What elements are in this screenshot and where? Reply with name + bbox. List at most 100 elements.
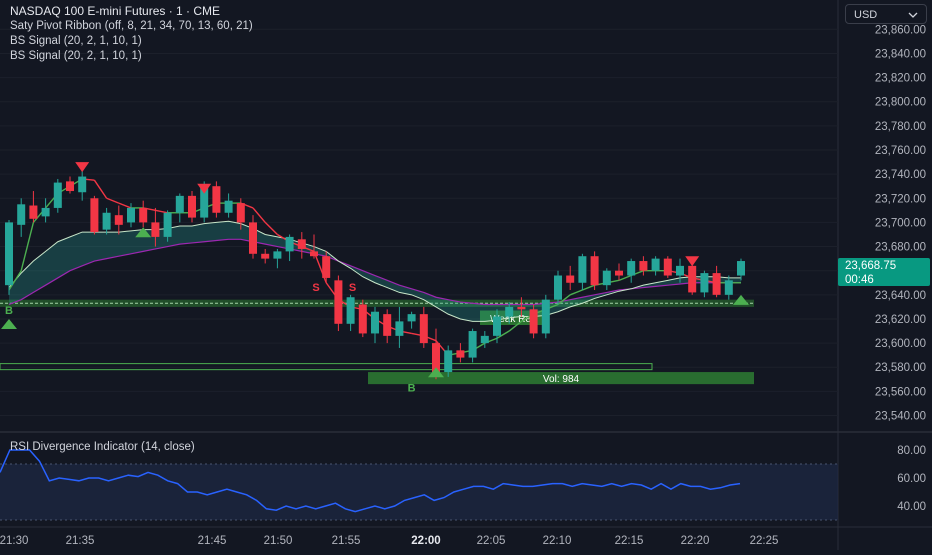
trail-line-segment — [496, 330, 510, 339]
candle-body — [602, 270, 611, 286]
buy-label: B — [408, 382, 416, 394]
candle-body — [517, 306, 526, 310]
weak-res-label: Weak Res — [490, 314, 536, 325]
candle-body — [41, 207, 50, 217]
chevron-down-icon — [908, 12, 918, 18]
candle-body — [163, 212, 172, 237]
currency-label: USD — [854, 9, 878, 21]
candle-body — [78, 176, 87, 193]
candle-body — [224, 200, 233, 213]
candle-body — [590, 256, 599, 286]
rsi-title[interactable]: RSI Divergence Indicator (14, close) — [10, 441, 195, 453]
candle-body — [639, 261, 648, 271]
sell-signal-triangle — [75, 162, 90, 173]
rsi-line — [0, 449, 741, 513]
price-tick-label: 23,540.00 — [875, 411, 926, 423]
price-tick-label: 23,640.00 — [875, 290, 926, 302]
candle-body — [358, 304, 367, 334]
trail-line-segment — [569, 289, 583, 296]
candle-body — [493, 316, 501, 336]
time-tick-label: 21:30 — [0, 535, 28, 547]
rsi-tick-label: 60.00 — [897, 473, 926, 485]
candle-body — [175, 195, 184, 213]
candle-body — [127, 207, 135, 223]
candle-body — [297, 239, 306, 249]
price-tick-label: 23,700.00 — [875, 217, 926, 229]
candle-body — [615, 270, 623, 276]
candle-body — [285, 236, 294, 252]
indicator-pivot-ribbon[interactable]: Saty Pivot Ribbon (off, 8, 21, 34, 70, 1… — [10, 20, 253, 32]
price-tick-label: 23,740.00 — [875, 169, 926, 181]
price-tick-label: 23,780.00 — [875, 121, 926, 133]
candle-body — [90, 198, 99, 233]
candle-body — [444, 350, 453, 373]
last-price: 23,668.75 — [845, 260, 897, 272]
candle-body — [529, 309, 538, 334]
candle-body — [371, 311, 379, 334]
indicator-bs-signal-2[interactable]: BS Signal (20, 2, 1, 10, 1) — [10, 50, 142, 62]
candle-body — [737, 261, 745, 276]
ribbon-slow-line — [8, 238, 741, 306]
trail-line-segment — [155, 209, 168, 214]
candle-body — [676, 265, 684, 276]
price-tick-label: 23,800.00 — [875, 97, 926, 109]
candle-body — [322, 256, 331, 278]
time-tick-label: 21:50 — [264, 535, 293, 547]
rsi-pane[interactable]: 80.00 60.00 40.00 — [0, 445, 926, 521]
price-tick-label: 23,860.00 — [875, 24, 926, 36]
trail-line-segment — [93, 179, 108, 199]
candle-body — [541, 299, 550, 334]
buy-label: B — [5, 305, 13, 317]
sell-label: S — [349, 282, 356, 294]
currency-button[interactable]: USD — [845, 4, 927, 24]
trail-line-segment — [20, 222, 35, 271]
candle-body — [66, 181, 74, 192]
price-tick-label: 23,720.00 — [875, 193, 926, 205]
buy-signal-triangle — [428, 367, 444, 378]
trail-line-segment — [8, 270, 22, 291]
time-tick-label: 22:25 — [750, 535, 779, 547]
buy-signal-triangle — [1, 318, 17, 329]
candle-body — [663, 258, 672, 276]
price-tick-label: 23,600.00 — [875, 338, 926, 350]
price-tick-label: 23,820.00 — [875, 73, 926, 85]
time-tick-label: 22:05 — [477, 535, 506, 547]
bar-countdown: 00:46 — [845, 274, 874, 286]
candle-body — [688, 265, 697, 293]
trail-line-segment — [618, 274, 632, 281]
buy-signal-triangle — [733, 294, 749, 305]
symbol-title[interactable]: NASDAQ 100 E-mini Futures · 1 · CME — [10, 4, 221, 18]
volume-box — [368, 372, 754, 385]
indicator-bs-signal-1[interactable]: BS Signal (20, 2, 1, 10, 1) — [10, 35, 142, 47]
candle-body — [651, 258, 660, 271]
candle-body — [419, 314, 428, 344]
candle-body — [102, 212, 111, 230]
price-tick-label: 23,620.00 — [875, 314, 926, 326]
candle-body — [151, 222, 160, 237]
candle-body — [505, 306, 514, 317]
signals: S S B B — [1, 162, 749, 394]
chart-legend: NASDAQ 100 E-mini Futures · 1 · CME Saty… — [10, 4, 253, 64]
price-tick-label: 23,580.00 — [875, 362, 926, 374]
price-tick-label: 23,560.00 — [875, 386, 926, 398]
candle-body — [334, 280, 343, 324]
rsi-tick-label: 40.00 — [897, 501, 926, 513]
candle-body — [139, 207, 148, 223]
price-tick-label: 23,840.00 — [875, 48, 926, 60]
trail-line-segment — [557, 294, 571, 306]
rsi-band — [0, 464, 838, 520]
candles — [5, 168, 745, 380]
price-tick-label: 23,760.00 — [875, 145, 926, 157]
trail-line-segment — [118, 202, 132, 209]
candle-body — [456, 350, 465, 358]
candle-body — [261, 253, 270, 259]
time-tick-label: 21:45 — [198, 535, 227, 547]
price-tick-label: 23,680.00 — [875, 242, 926, 254]
time-axis[interactable]: 21:30 21:35 21:45 21:50 21:55 22:00 22:05 22:10… — [0, 526, 932, 547]
candle-body — [53, 182, 62, 208]
candle-body — [468, 331, 477, 358]
